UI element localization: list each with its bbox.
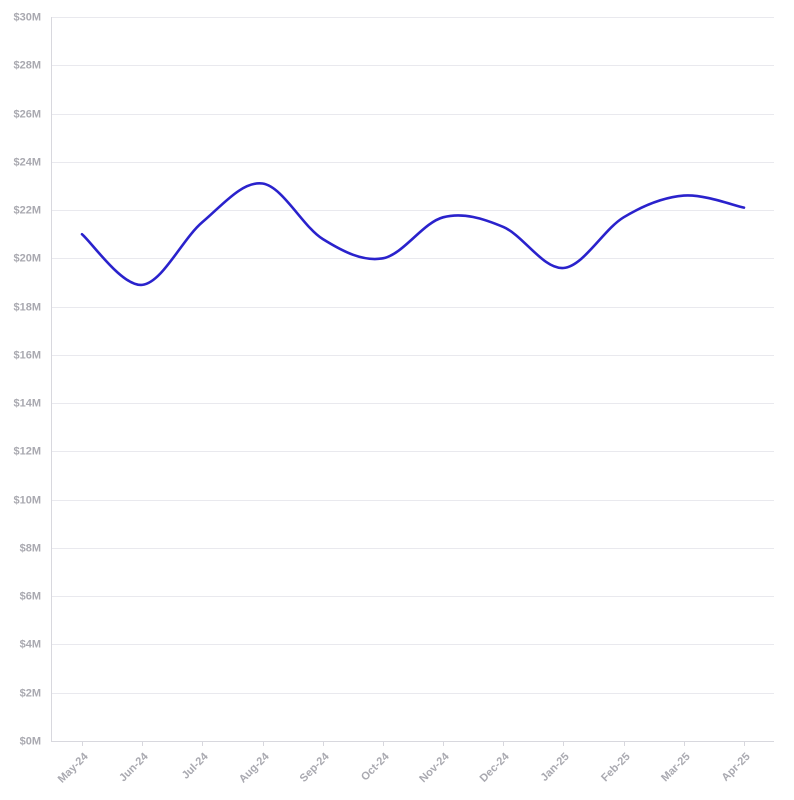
y-tick-label: $6M: [20, 590, 41, 602]
x-tick-label: Mar-25: [659, 751, 693, 785]
x-tick-label: Jul-24: [180, 750, 212, 782]
y-tick-label: $22M: [13, 204, 41, 216]
y-tick-label: $24M: [13, 156, 41, 168]
y-tick-label: $28M: [13, 59, 41, 71]
grid-lines: [51, 17, 774, 742]
y-tick-label: $8M: [20, 542, 41, 554]
y-tick-label: $18M: [13, 301, 41, 313]
y-tick-label: $4M: [20, 638, 41, 650]
x-tick-label: Oct-24: [359, 750, 392, 783]
x-tick-label: Dec-24: [478, 750, 513, 785]
y-tick-label: $10M: [13, 494, 41, 506]
y-tick-label: $30M: [13, 11, 41, 23]
y-axis-tick-labels: $0M $2M $4M $6M $8M $10M $12M $14M $16M $18M $20M $…: [13, 11, 41, 747]
axes: [51, 17, 745, 746]
x-tick-label: Nov-24: [417, 750, 452, 785]
x-tick-label: Feb-25: [599, 751, 633, 785]
y-tick-label: $26M: [13, 108, 41, 120]
series-layer: [80, 182, 746, 287]
x-tick-label: Jun-24: [117, 750, 151, 784]
y-tick-label: $14M: [13, 397, 41, 409]
x-axis-tick-labels: May-24 Jun-24 Jul-24 Aug-24 Sep-24 Oct-24 Nov-…: [56, 750, 753, 785]
x-tick-label: Jan-25: [539, 751, 572, 784]
x-tick-label: Aug-24: [237, 750, 272, 785]
x-tick-label: Apr-25: [720, 751, 753, 784]
x-tick-label: May-24: [56, 750, 91, 785]
y-tick-label: $2M: [20, 687, 41, 699]
y-tick-label: $12M: [13, 445, 41, 457]
y-tick-label: $16M: [13, 349, 41, 361]
y-tick-label: $0M: [20, 735, 41, 747]
series-line: [80, 182, 746, 287]
y-tick-label: $20M: [13, 252, 41, 264]
x-tick-label: Sep-24: [298, 750, 333, 785]
